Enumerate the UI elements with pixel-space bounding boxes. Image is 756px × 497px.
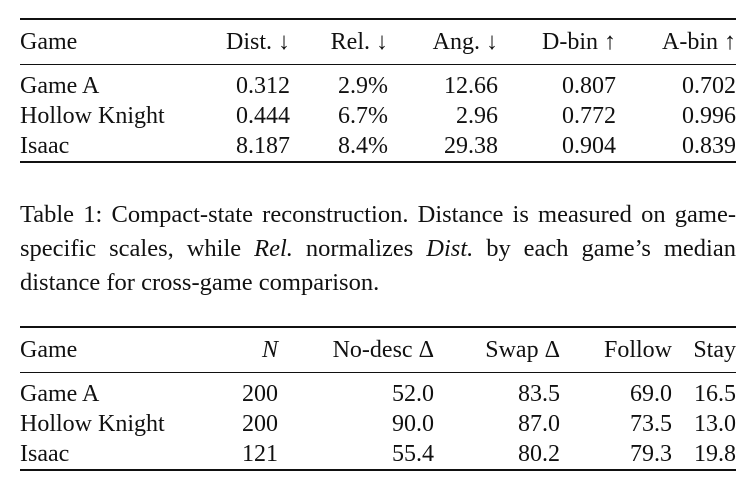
table-cell: 8.187 <box>236 133 290 159</box>
table-cell: 80.2 <box>518 441 560 467</box>
table-cell: 83.5 <box>518 381 560 407</box>
table-cell: 2.96 <box>456 103 498 129</box>
table-cell: Hollow Knight <box>20 411 165 437</box>
caption-italic-rel: Rel. <box>254 235 293 262</box>
table-cell: 0.996 <box>682 103 736 129</box>
table-2-header-n: N <box>261 337 278 363</box>
table-2-header-stay: Stay <box>693 337 736 363</box>
table-cell: 0.807 <box>562 73 616 99</box>
caption-text: normalizes <box>292 235 427 262</box>
table-row: Isaac 8.187 8.4% 29.38 0.904 0.839 <box>20 131 736 162</box>
table-cell: 0.444 <box>236 103 290 129</box>
table-cell: Hollow Knight <box>20 103 165 129</box>
table-1-header-abin: A-bin ↑ <box>662 29 736 55</box>
table-cell: Isaac <box>20 441 70 467</box>
table-cell: Game A <box>20 73 100 99</box>
table-1-reconstruction: Game Dist. ↓ Rel. ↓ Ang. ↓ D-bin ↑ A-bin… <box>20 18 736 163</box>
table-cell: 200 <box>242 411 278 437</box>
table-cell: 8.4% <box>338 133 388 159</box>
table-row: Isaac 121 55.4 80.2 79.3 19.8 <box>20 439 736 470</box>
table-cell: 2.9% <box>338 73 388 99</box>
table-1-header-row: Game Dist. ↓ Rel. ↓ Ang. ↓ D-bin ↑ A-bin… <box>20 19 736 65</box>
table-2-description-ablation: Game N No-desc Δ Swap Δ Follow Stay Game… <box>20 326 736 471</box>
table-cell: 90.0 <box>392 411 434 437</box>
table-row: Hollow Knight 0.444 6.7% 2.96 0.772 0.99… <box>20 101 736 131</box>
table-1-caption: Table 1: Compact-state reconstruction. D… <box>20 198 736 300</box>
table-1-header-dist: Dist. ↓ <box>225 29 290 55</box>
table-2-header-row: Game N No-desc Δ Swap Δ Follow Stay <box>20 327 736 373</box>
table-row: Game A 200 52.0 83.5 69.0 16.5 <box>20 379 736 409</box>
table-cell: 0.312 <box>236 73 290 99</box>
table-cell: 87.0 <box>518 411 560 437</box>
table-2-header-nodesc: No-desc Δ <box>332 337 434 363</box>
caption-text: by each game’s median distance for cross… <box>20 235 736 296</box>
caption-italic-dist: Dist. <box>426 235 474 262</box>
table-cell: 200 <box>242 381 278 407</box>
table-cell: 121 <box>242 441 278 467</box>
table-cell: 73.5 <box>630 411 672 437</box>
table-1-header-rel: Rel. ↓ <box>330 29 388 55</box>
table-cell: 0.839 <box>682 133 736 159</box>
table-cell: 0.904 <box>562 133 616 159</box>
table-2-header-follow: Follow <box>603 337 672 363</box>
table-2-header-swap: Swap Δ <box>485 337 560 363</box>
table-cell: Game A <box>20 381 100 407</box>
table-cell: 6.7% <box>338 103 388 129</box>
table-cell: 13.0 <box>694 411 736 437</box>
table-2-header-game: Game <box>20 337 78 363</box>
table-cell: 52.0 <box>392 381 434 407</box>
caption-text: Table 1: Compact-state reconstruction. D… <box>20 201 736 262</box>
table-cell: 29.38 <box>444 133 498 159</box>
table-cell: 55.4 <box>392 441 434 467</box>
table-cell: 12.66 <box>444 73 498 99</box>
table-cell: 19.8 <box>694 441 736 467</box>
table-row: Hollow Knight 200 90.0 87.0 73.5 13.0 <box>20 409 736 439</box>
table-1-header-ang: Ang. ↓ <box>432 29 498 55</box>
table-1-header-game: Game <box>20 29 78 55</box>
table-cell: 0.772 <box>562 103 616 129</box>
table-cell: 79.3 <box>630 441 672 467</box>
table-cell: 16.5 <box>694 381 736 407</box>
table-cell: Isaac <box>20 133 70 159</box>
table-cell: 69.0 <box>630 381 672 407</box>
table-cell: 0.702 <box>682 73 736 99</box>
table-1-header-dbin: D-bin ↑ <box>542 29 616 55</box>
table-row: Game A 0.312 2.9% 12.66 0.807 0.702 <box>20 71 736 101</box>
